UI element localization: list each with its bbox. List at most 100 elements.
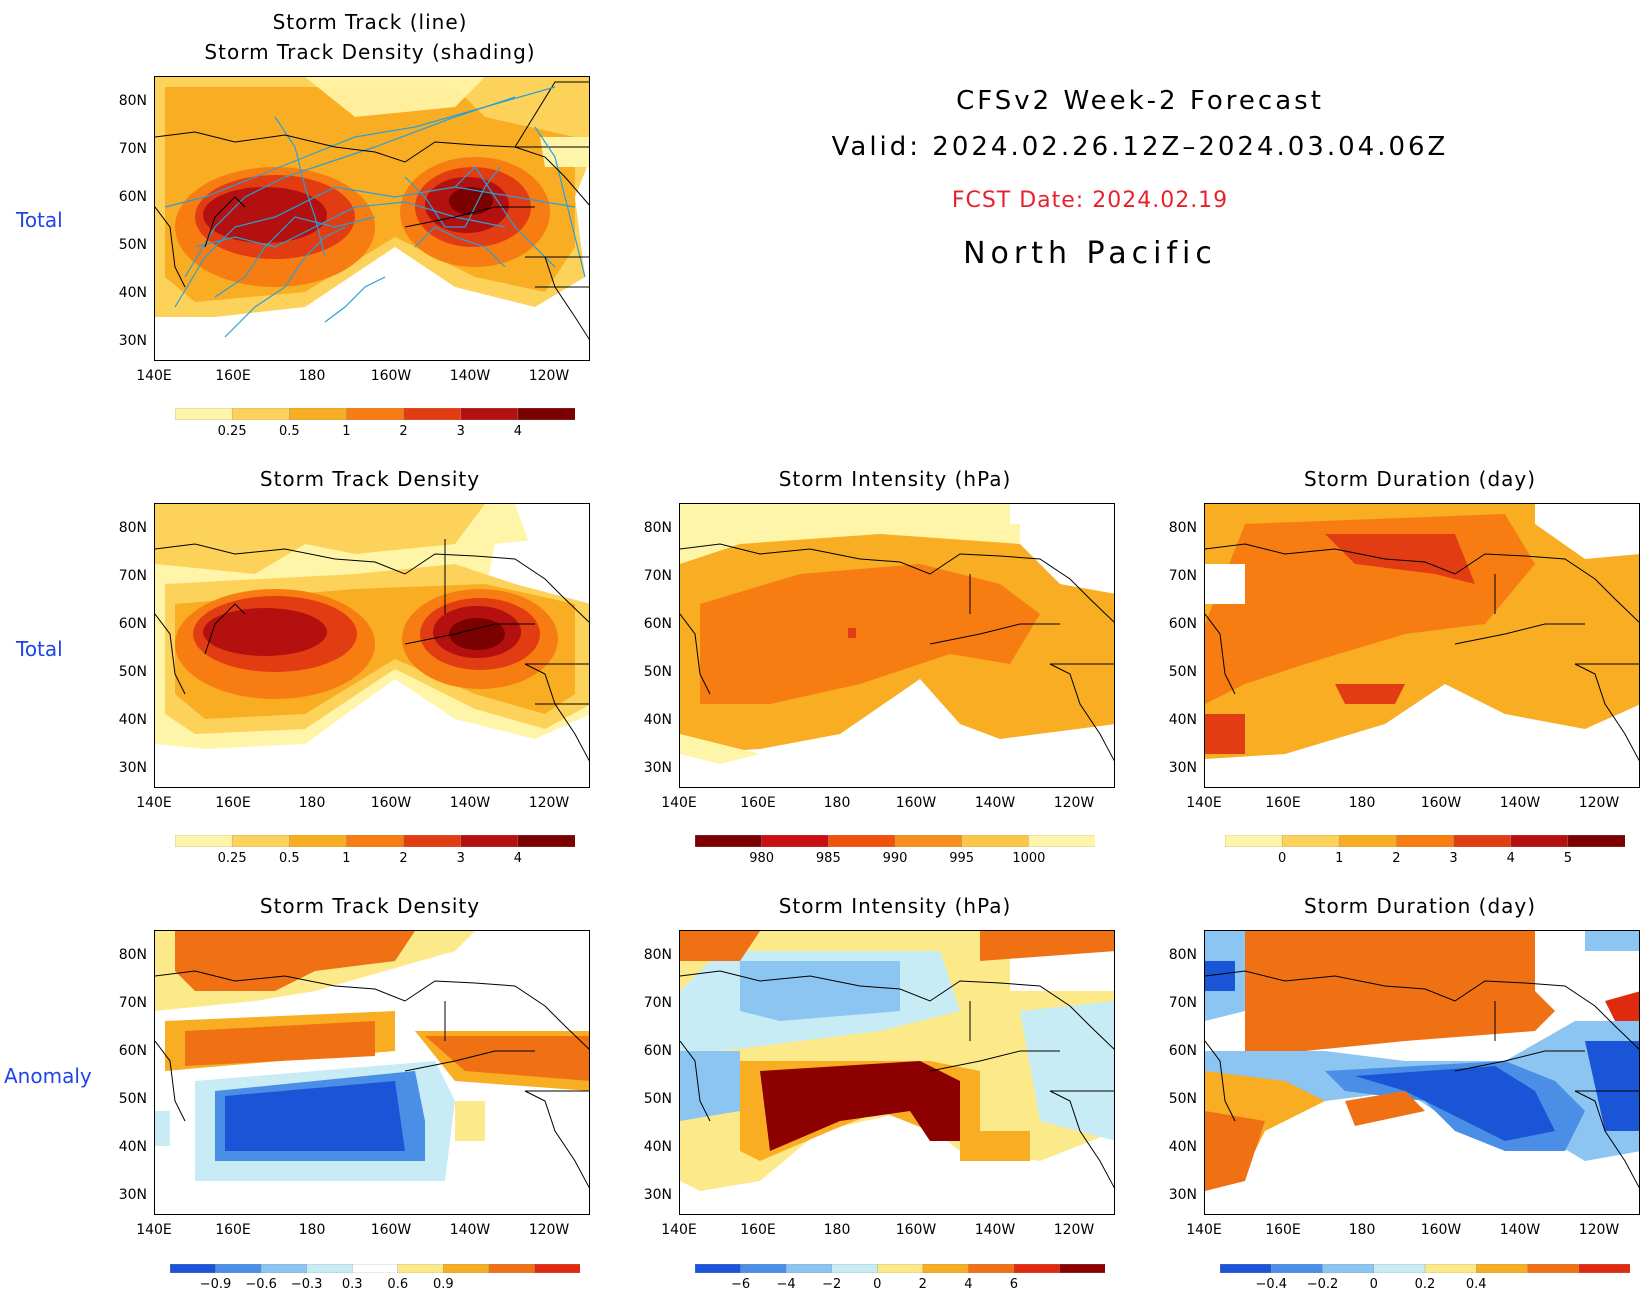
colorbar-swatch bbox=[894, 834, 963, 848]
colorbar-swatch bbox=[1281, 834, 1340, 848]
lon-label: 180 bbox=[298, 368, 326, 384]
lat-label: 50N bbox=[118, 237, 147, 253]
colorbar-swatch bbox=[761, 834, 830, 848]
lat-label: 30N bbox=[118, 333, 147, 349]
colorbar-swatch bbox=[443, 1263, 490, 1274]
colorbar-swatch bbox=[517, 834, 576, 848]
map-duration-anomaly bbox=[1204, 930, 1640, 1215]
colorbar-tick-label: 1 bbox=[1335, 851, 1344, 866]
colorbar-tick-label: −0.2 bbox=[1306, 1277, 1339, 1292]
colorbar-tick-label: 2 bbox=[399, 851, 408, 866]
map-duration-total bbox=[1204, 503, 1640, 788]
colorbar-swatch bbox=[403, 407, 462, 421]
lon-label: 140E bbox=[1186, 1222, 1222, 1238]
colorbar-swatch bbox=[828, 834, 896, 848]
colorbar-tick-label: 0 bbox=[1278, 851, 1287, 866]
colorbar-tick-label: 0.6 bbox=[387, 1277, 409, 1292]
forecast-title: CFSv2 Week-2 Forecast bbox=[956, 86, 1324, 116]
forecast-date: FCST Date: 2024.02.19 bbox=[951, 188, 1229, 213]
lon-label: 160W bbox=[895, 1222, 937, 1238]
colorbar-tick-label: 6 bbox=[1009, 1277, 1019, 1292]
map-intensity-total bbox=[679, 503, 1115, 788]
lon-label: 160E bbox=[1265, 1222, 1301, 1238]
lon-label: 180 bbox=[823, 795, 851, 811]
lon-label: 140W bbox=[1499, 1222, 1541, 1238]
colorbar-swatch bbox=[397, 1263, 445, 1274]
lon-label: 140W bbox=[449, 1222, 491, 1238]
colorbar-swatch bbox=[174, 834, 233, 848]
lon-label: 140W bbox=[449, 368, 491, 384]
colorbar-tick-label: 0.3 bbox=[341, 1277, 363, 1292]
lon-label: 120W bbox=[1053, 1222, 1095, 1238]
colorbar-density-total: 0.25 0.5 1 2 3 4 bbox=[174, 832, 576, 866]
colorbar-swatch bbox=[289, 407, 348, 421]
lon-label: 180 bbox=[1348, 1222, 1376, 1238]
lon-label: 140E bbox=[136, 795, 172, 811]
duration-anom-title: Storm Duration (day) bbox=[1303, 894, 1537, 918]
lat-label: 50N bbox=[1168, 1091, 1197, 1107]
colorbar-duration-total: 0 1 2 3 4 5 bbox=[1224, 832, 1626, 866]
colorbar-swatch bbox=[1013, 1263, 1061, 1274]
colorbar-swatch bbox=[1476, 1263, 1529, 1274]
map-density-total bbox=[154, 503, 590, 788]
track-title-line1: Storm Track (line) bbox=[272, 10, 468, 34]
colorbar-swatch bbox=[1339, 834, 1398, 848]
colorbar-tick-label: 1 bbox=[342, 424, 351, 439]
colorbar-swatch bbox=[1578, 1263, 1631, 1274]
colorbar-tick-label: 4 bbox=[1506, 851, 1515, 866]
colorbar-tick-label: 1000 bbox=[1012, 851, 1046, 866]
colorbar-swatch bbox=[1271, 1263, 1324, 1274]
lat-label: 70N bbox=[118, 995, 147, 1011]
lon-label: 120W bbox=[528, 1222, 570, 1238]
colorbar-tick-label: 0.5 bbox=[278, 851, 300, 866]
colorbar-tick-label: 2 bbox=[1392, 851, 1401, 866]
colorbar-tick-label: 1 bbox=[342, 851, 351, 866]
density-anom-title: Storm Track Density bbox=[259, 894, 481, 918]
lon-label: 140W bbox=[974, 795, 1016, 811]
colorbar-swatch bbox=[831, 1263, 878, 1274]
lon-label: 160W bbox=[895, 795, 937, 811]
lon-label: 120W bbox=[528, 795, 570, 811]
colorbar-tick-label: 0 bbox=[1369, 1277, 1378, 1292]
colorbar-swatch bbox=[346, 407, 405, 421]
colorbar-tick-label: 2 bbox=[399, 424, 408, 439]
lon-label: 120W bbox=[1053, 795, 1095, 811]
colorbar-tick-label: 980 bbox=[749, 851, 775, 866]
lat-label: 40N bbox=[1168, 1139, 1197, 1155]
lat-label: 50N bbox=[118, 664, 147, 680]
row-label-anomaly: Anomaly bbox=[4, 1064, 92, 1088]
colorbar-swatch bbox=[306, 1263, 353, 1274]
row-label-total-mid: Total bbox=[16, 637, 63, 661]
colorbar-tick-label: 985 bbox=[815, 851, 841, 866]
lon-label: 120W bbox=[1578, 1222, 1620, 1238]
colorbar-swatch bbox=[694, 1263, 742, 1274]
colorbar-tick-label: −0.9 bbox=[199, 1277, 232, 1292]
colorbar-tick-label: 4 bbox=[964, 1277, 973, 1292]
lat-label: 80N bbox=[1168, 520, 1197, 536]
colorbar-tick-label: −2 bbox=[822, 1277, 842, 1292]
lat-label: 80N bbox=[643, 520, 672, 536]
lon-label: 160E bbox=[1265, 795, 1301, 811]
map-density-anomaly bbox=[154, 930, 590, 1215]
density-total-title: Storm Track Density bbox=[259, 467, 481, 491]
colorbar-swatch bbox=[1567, 834, 1626, 848]
lat-label: 70N bbox=[643, 568, 672, 584]
lat-label: 80N bbox=[643, 947, 672, 963]
colorbar-swatch bbox=[1219, 1263, 1272, 1274]
lon-label: 160E bbox=[215, 368, 251, 384]
map-intensity-anomaly bbox=[679, 930, 1115, 1215]
lat-label: 50N bbox=[118, 1091, 147, 1107]
colorbar-swatch bbox=[488, 1263, 536, 1274]
colorbar-swatch bbox=[1510, 834, 1569, 848]
lat-label: 70N bbox=[118, 141, 147, 157]
colorbar-tick-label: 2 bbox=[918, 1277, 927, 1292]
colorbar-swatch bbox=[231, 407, 290, 421]
lon-label: 160W bbox=[370, 795, 412, 811]
lat-label: 50N bbox=[643, 664, 672, 680]
lon-label: 160E bbox=[215, 795, 251, 811]
lat-label: 40N bbox=[1168, 712, 1197, 728]
track-title-line2: Storm Track Density (shading) bbox=[204, 40, 536, 64]
lat-label: 60N bbox=[1168, 1043, 1197, 1059]
lon-label: 140W bbox=[449, 795, 491, 811]
lat-label: 60N bbox=[643, 1043, 672, 1059]
